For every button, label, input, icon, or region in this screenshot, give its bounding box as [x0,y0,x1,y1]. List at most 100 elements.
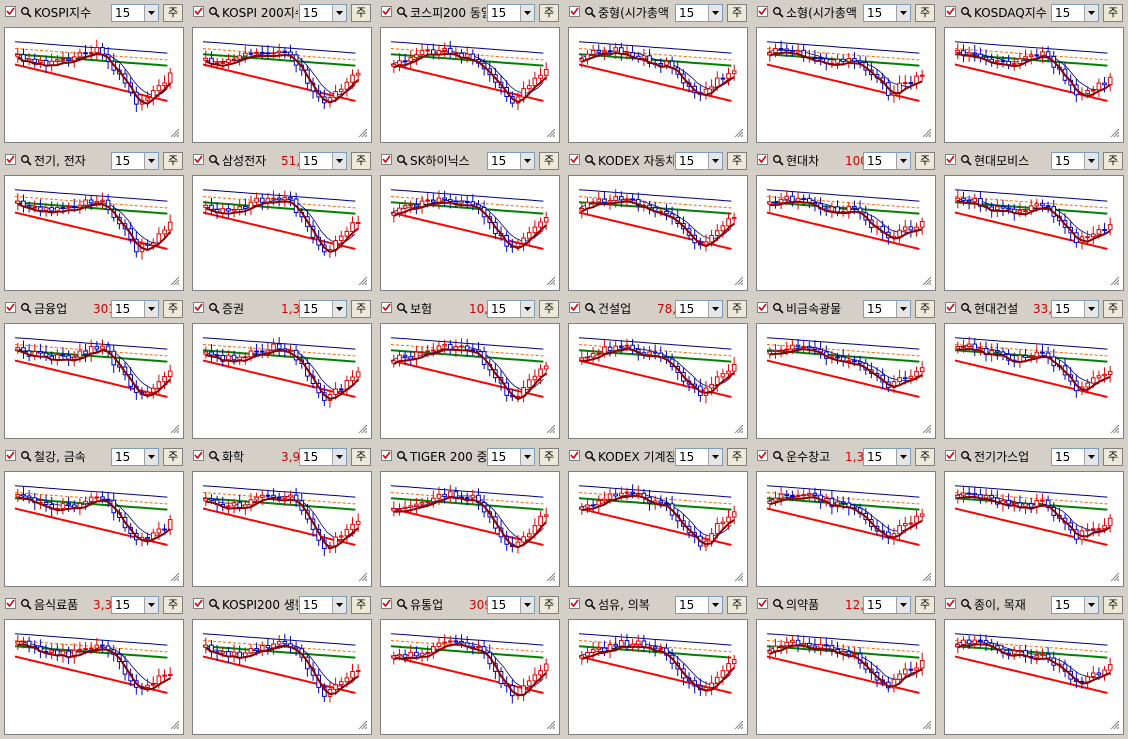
period-select[interactable]: 15 [111,4,159,22]
period-select[interactable]: 15 [487,4,535,22]
panel-checkbox[interactable] [381,598,392,609]
interval-button[interactable]: 주 [1103,448,1123,466]
period-select[interactable]: 15 [111,596,159,614]
panel-checkbox[interactable] [945,450,956,461]
resize-grip-icon[interactable] [358,424,367,433]
candlestick-chart[interactable] [944,175,1124,291]
chevron-down-icon[interactable] [520,301,534,317]
period-select[interactable]: 15 [675,152,723,170]
period-select[interactable]: 15 [111,152,159,170]
search-icon[interactable] [396,6,408,18]
resize-grip-icon[interactable] [1110,572,1119,581]
chevron-down-icon[interactable] [332,153,346,169]
period-select[interactable]: 15 [1051,4,1099,22]
period-select[interactable]: 15 [863,300,911,318]
resize-grip-icon[interactable] [170,276,179,285]
chevron-down-icon[interactable] [520,449,534,465]
period-select[interactable]: 15 [863,4,911,22]
chevron-down-icon[interactable] [520,153,534,169]
candlestick-chart[interactable] [568,323,748,439]
chevron-down-icon[interactable] [708,153,722,169]
resize-grip-icon[interactable] [1110,276,1119,285]
search-icon[interactable] [960,450,972,462]
resize-grip-icon[interactable] [734,572,743,581]
search-icon[interactable] [208,450,220,462]
panel-checkbox[interactable] [945,598,956,609]
chevron-down-icon[interactable] [708,301,722,317]
chevron-down-icon[interactable] [520,597,534,613]
search-icon[interactable] [396,598,408,610]
search-icon[interactable] [960,154,972,166]
resize-grip-icon[interactable] [922,572,931,581]
interval-button[interactable]: 주 [163,448,183,466]
resize-grip-icon[interactable] [358,720,367,729]
resize-grip-icon[interactable] [922,276,931,285]
interval-button[interactable]: 주 [727,152,747,170]
interval-button[interactable]: 주 [727,596,747,614]
interval-button[interactable]: 주 [539,596,559,614]
period-select[interactable]: 15 [299,152,347,170]
panel-checkbox[interactable] [5,154,16,165]
period-select[interactable]: 15 [111,448,159,466]
search-icon[interactable] [208,154,220,166]
candlestick-chart[interactable] [756,323,936,439]
panel-checkbox[interactable] [569,450,580,461]
period-select[interactable]: 15 [487,300,535,318]
panel-checkbox[interactable] [193,154,204,165]
panel-checkbox[interactable] [193,450,204,461]
resize-grip-icon[interactable] [358,276,367,285]
search-icon[interactable] [20,6,32,18]
period-select[interactable]: 15 [675,300,723,318]
interval-button[interactable]: 주 [351,448,371,466]
search-icon[interactable] [584,302,596,314]
candlestick-chart[interactable] [192,27,372,143]
search-icon[interactable] [20,302,32,314]
panel-checkbox[interactable] [381,302,392,313]
resize-grip-icon[interactable] [358,572,367,581]
panel-checkbox[interactable] [193,6,204,17]
panel-checkbox[interactable] [757,154,768,165]
candlestick-chart[interactable] [380,175,560,291]
period-select[interactable]: 15 [863,596,911,614]
chevron-down-icon[interactable] [708,5,722,21]
candlestick-chart[interactable] [568,471,748,587]
search-icon[interactable] [772,154,784,166]
period-select[interactable]: 15 [863,448,911,466]
search-icon[interactable] [584,598,596,610]
interval-button[interactable]: 주 [727,300,747,318]
candlestick-chart[interactable] [568,619,748,735]
interval-button[interactable]: 주 [539,152,559,170]
interval-button[interactable]: 주 [163,596,183,614]
candlestick-chart[interactable] [944,619,1124,735]
interval-button[interactable]: 주 [1103,4,1123,22]
chevron-down-icon[interactable] [332,597,346,613]
interval-button[interactable]: 주 [163,152,183,170]
panel-checkbox[interactable] [945,302,956,313]
candlestick-chart[interactable] [380,471,560,587]
panel-checkbox[interactable] [5,302,16,313]
chevron-down-icon[interactable] [1084,597,1098,613]
period-select[interactable]: 15 [863,152,911,170]
panel-checkbox[interactable] [569,6,580,17]
panel-checkbox[interactable] [193,598,204,609]
search-icon[interactable] [960,302,972,314]
interval-button[interactable]: 주 [539,4,559,22]
candlestick-chart[interactable] [4,323,184,439]
candlestick-chart[interactable] [756,471,936,587]
chevron-down-icon[interactable] [144,449,158,465]
search-icon[interactable] [584,154,596,166]
period-select[interactable]: 15 [1051,300,1099,318]
search-icon[interactable] [396,450,408,462]
resize-grip-icon[interactable] [546,276,555,285]
interval-button[interactable]: 주 [727,448,747,466]
chevron-down-icon[interactable] [896,301,910,317]
panel-checkbox[interactable] [757,450,768,461]
candlestick-chart[interactable] [192,471,372,587]
search-icon[interactable] [772,6,784,18]
resize-grip-icon[interactable] [922,720,931,729]
resize-grip-icon[interactable] [1110,720,1119,729]
search-icon[interactable] [584,450,596,462]
search-icon[interactable] [20,598,32,610]
period-select[interactable]: 15 [299,448,347,466]
candlestick-chart[interactable] [944,27,1124,143]
